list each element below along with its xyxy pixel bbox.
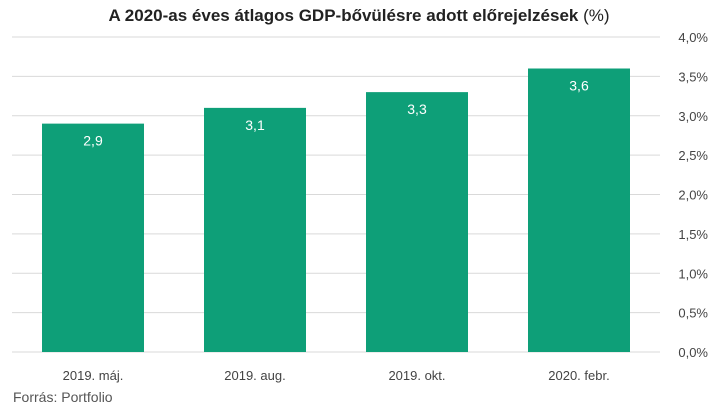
y-tick-label: 0,0% (678, 345, 708, 360)
source-note: Forrás: Portfolio (13, 389, 113, 405)
y-tick-label: 0,5% (678, 306, 708, 321)
y-tick-label: 1,0% (678, 266, 708, 281)
y-tick-label: 3,5% (678, 69, 708, 84)
x-tick-label: 2020. febr. (548, 368, 609, 383)
bar-value-label: 2,9 (83, 133, 103, 149)
bar (42, 123, 144, 352)
y-tick-label: 2,0% (678, 188, 708, 203)
x-tick-label: 2019. okt. (388, 368, 445, 383)
y-tick-label: 2,5% (678, 148, 708, 163)
bar (528, 68, 630, 352)
chart-title-main: A 2020-as éves átlagos GDP-bővülésre ado… (108, 6, 579, 25)
x-tick-label: 2019. aug. (224, 368, 285, 383)
chart-title-unit: (%) (583, 6, 610, 25)
bar-value-label: 3,3 (407, 101, 427, 117)
bar (204, 107, 306, 352)
x-tick-label: 2019. máj. (63, 368, 124, 383)
y-tick-label: 1,5% (678, 227, 708, 242)
chart-title: A 2020-as éves átlagos GDP-bővülésre ado… (0, 6, 718, 26)
bar (366, 92, 468, 352)
y-tick-label: 3,0% (678, 109, 708, 124)
bar-value-label: 3,1 (245, 117, 265, 133)
bar-value-label: 3,6 (569, 78, 589, 94)
y-tick-label: 4,0% (678, 30, 708, 45)
